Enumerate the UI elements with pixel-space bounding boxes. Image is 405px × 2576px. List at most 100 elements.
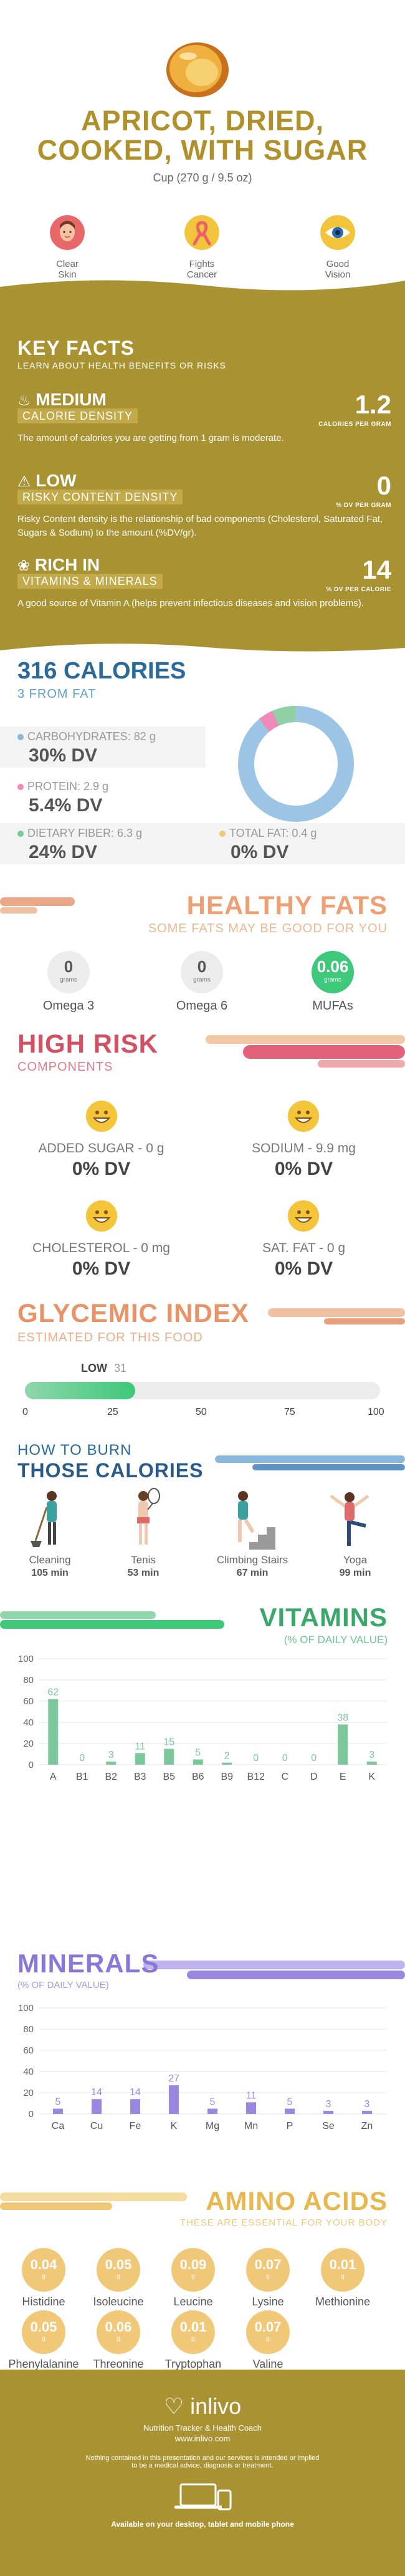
x-tick-label: K <box>368 1772 375 1782</box>
fat-name: MUFAs <box>312 999 353 1013</box>
brand-name: inlivo <box>190 2393 242 2419</box>
amino-unit: g <box>42 2335 45 2342</box>
x-tick-label: B2 <box>105 1772 117 1782</box>
brand-tagline: Nutrition Tracker & Health Coach <box>143 2423 262 2433</box>
fact-unit: CALORIES PER GRAM <box>318 421 391 428</box>
leaf-icon: ❀ <box>17 557 31 574</box>
amino-value: 0.01 <box>179 2319 207 2335</box>
amino-grid: 0.04 g Histidine 0.05 g Isoleucine 0.09 g Leucin… <box>0 2248 405 2370</box>
nutrient-carbohydrates: CARBOHYDRATES: 82 g 30% DV <box>0 726 206 768</box>
minerals-banner <box>143 1961 405 1979</box>
x-tick-label: B3 <box>134 1772 146 1782</box>
amino-circle: 0.05 g <box>22 2310 65 2354</box>
tick-label: 100 <box>368 1407 384 1417</box>
data-label: 5 <box>55 2097 61 2108</box>
fact-level: MEDIUM <box>36 390 107 409</box>
nutrient-label: CARBOHYDRATES: 82 g <box>27 730 156 743</box>
nutrient-label: DIETARY FIBER: 6.3 g <box>27 827 143 839</box>
risk-name: SAT. FAT - 0 g <box>262 1241 346 1255</box>
amino-name: Phenylalanine <box>8 2358 79 2370</box>
benefit-label: Skin <box>58 269 77 280</box>
activity-minutes: 105 min <box>31 1568 69 1578</box>
fact-level: RICH IN <box>34 555 100 574</box>
bar-B5 <box>164 1749 174 1765</box>
high-risk-title: HIGH RISK <box>17 1029 159 1058</box>
benefit-label: Good <box>326 259 350 269</box>
y-tick-label: 100 <box>18 2003 34 2014</box>
eye-icon <box>320 215 355 250</box>
x-tick-label: Mn <box>244 2121 258 2131</box>
glycemic-subtitle: ESTIMATED FOR THIS FOOD <box>17 1331 203 1344</box>
tick-label: 75 <box>284 1407 295 1417</box>
fat-omega6-circle: 0 grams <box>181 951 223 993</box>
data-label: 3 <box>108 1750 114 1760</box>
x-tick-label: B1 <box>76 1772 88 1782</box>
fact-description: Risky Content density is the relationshi… <box>17 514 383 538</box>
bar-Se <box>323 2110 333 2114</box>
x-tick-label: B6 <box>192 1772 204 1782</box>
amino-title: AMINO ACIDS <box>206 2186 388 2216</box>
bar-E <box>338 1724 348 1765</box>
healthy-fats-subtitle: SOME FATS MAY BE GOOD FOR YOU <box>148 922 388 935</box>
fact-level: LOW <box>36 471 77 490</box>
y-tick-label: 80 <box>23 2024 34 2035</box>
bar-Mn <box>246 2102 256 2114</box>
x-tick-label: P <box>287 2121 293 2131</box>
fact-calorie-density: ♨ MEDIUM CALORIE DENSITY 1.2 CALORIES PE… <box>17 390 391 445</box>
glycemic-banner <box>268 1308 405 1324</box>
amino-unit: g <box>341 2273 345 2280</box>
healthy-fats-banner <box>0 897 75 914</box>
smiley-icon <box>288 1200 319 1232</box>
fact-unit: % DV PER CALORIE <box>326 586 391 593</box>
risk-dv: 0% DV <box>274 1258 333 1279</box>
donut-protein-slice <box>259 711 279 732</box>
amino-value: 0.09 <box>179 2257 207 2272</box>
x-tick-label: B9 <box>221 1772 233 1782</box>
key-facts-subtitle: LEARN ABOUT HEALTH BENEFITS OR RISKS <box>17 360 226 370</box>
amino-value: 0.07 <box>254 2257 282 2272</box>
amino-name: Methionine <box>315 2295 371 2308</box>
fat-name: Omega 3 <box>42 999 95 1013</box>
activity-minutes: 53 min <box>127 1568 160 1578</box>
amino-name: Histidine <box>22 2295 65 2308</box>
data-label: 11 <box>135 1741 145 1752</box>
bar-B2 <box>106 1761 117 1765</box>
data-label: 0 <box>311 1753 317 1763</box>
benefit-label: Fights <box>189 259 215 269</box>
smiley-icon <box>86 1101 117 1132</box>
amino-circle: 0.09 g <box>171 2248 215 2292</box>
donut-carbs-slice <box>238 706 354 822</box>
nutrient-dv: 24% DV <box>29 842 98 862</box>
fat-unit: grams <box>60 977 77 983</box>
data-label: 3 <box>364 2099 370 2110</box>
high-risk-subtitle: COMPONENTS <box>17 1060 113 1074</box>
amino-unit: g <box>191 2273 195 2280</box>
activity-name: Yoga <box>343 1554 368 1566</box>
x-tick-label: E <box>340 1772 346 1782</box>
heart-icon: ♡ <box>163 2393 184 2419</box>
bar-K <box>366 1761 377 1765</box>
glycemic-fill <box>25 1382 135 1399</box>
fact-description: A good source of Vitamin A (helps preven… <box>17 598 364 609</box>
fact-rich-in: ❀ RICH IN VITAMINS & MINERALS 14 % DV PE… <box>17 555 391 610</box>
bar-Mg <box>207 2108 217 2114</box>
minerals-bar-chart: 0 20 40 60 80 100 5 Ca 14 Cu 14 Fe 27 K 5 Mg 11 Mn 5 P 3 Se 3 Z… <box>18 2003 386 2131</box>
bar-Fe <box>130 2099 140 2114</box>
brand-url[interactable]: www.inlivo.com <box>174 2434 231 2443</box>
amino-name: Valine <box>252 2358 284 2370</box>
yoga-icon <box>330 1492 369 1546</box>
fat-value: 0 <box>197 957 207 976</box>
benefit-label: Cancer <box>186 269 217 280</box>
x-tick-label: Se <box>322 2121 335 2131</box>
bar-P <box>285 2108 295 2114</box>
data-label: 38 <box>337 1712 348 1723</box>
fact-tag: RISKY CONTENT DENSITY <box>17 490 183 504</box>
data-label: 0 <box>282 1753 288 1763</box>
smiley-icon <box>86 1200 117 1232</box>
nutrient-dv: 0% DV <box>231 842 289 862</box>
data-label: 14 <box>91 2087 102 2098</box>
calories-title: 316 CALORIES <box>17 658 186 684</box>
fact-risky-content: ⚠ LOW RISKY CONTENT DENSITY 0 % DV PER G… <box>17 471 391 540</box>
carbohydrates-dot <box>17 734 24 740</box>
amino-unit: g <box>266 2273 270 2280</box>
